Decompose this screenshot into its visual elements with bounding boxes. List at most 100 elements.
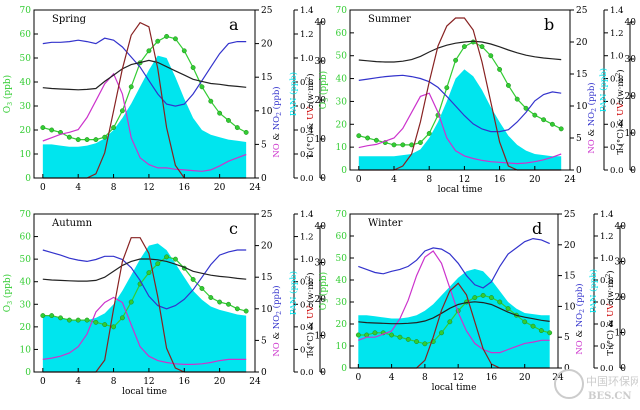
o3-point — [479, 44, 485, 50]
nono2-title-sub: 2 — [276, 112, 283, 116]
o3-point — [356, 133, 362, 139]
x-tick-label: 20 — [529, 175, 541, 185]
plot-frame — [33, 213, 256, 373]
tuv-tick-label: 0 — [620, 364, 626, 374]
nono2-tick-label: 25 — [261, 6, 273, 16]
o3-point — [505, 82, 511, 88]
tuv-tick-label: 10 — [315, 135, 327, 145]
o3-tick-label: 10 — [20, 150, 32, 160]
nono2-axis-title: NO & NO2 (ppb) — [271, 86, 283, 157]
o3-point — [164, 254, 170, 260]
o3-tick-label: 40 — [336, 75, 348, 85]
x-tick-label: 16 — [494, 175, 506, 185]
nono2-axis-title: NO & NO2 (ppb) — [586, 82, 598, 153]
x-tick-label: 0 — [40, 377, 46, 387]
tuv-tick-label: 40 — [315, 222, 327, 232]
o3-point — [497, 299, 503, 305]
o3-point — [208, 98, 214, 104]
o3-tick-label: 60 — [336, 232, 348, 242]
o3-point — [84, 137, 90, 143]
series-pan-area — [358, 269, 550, 368]
pan-tick-label: 1.4 — [300, 210, 314, 220]
o3-tick-label: 60 — [336, 29, 348, 39]
nono2-tick-label: 15 — [261, 73, 273, 83]
tuv-tick-label: 10 — [315, 332, 327, 342]
o3-point — [84, 317, 90, 323]
pan-tick-label: 0.2 — [300, 345, 314, 355]
tuv-title-uv: UV — [306, 305, 316, 319]
x-tick-label: 20 — [519, 373, 531, 383]
o3-point — [75, 137, 81, 143]
tuv-title-exp: -2 — [615, 73, 622, 79]
tuv-tick-label: 0 — [630, 166, 636, 176]
watermark-text-en: BES.CN — [588, 391, 632, 402]
nono2-title-no: NO — [587, 139, 597, 153]
pan-tick-label: 0.4 — [300, 126, 314, 136]
nono2-tick-label: 5 — [261, 140, 267, 150]
nono2-tick-label: 20 — [576, 38, 588, 48]
o3-title-o: O — [3, 106, 13, 113]
nono2-title-no: NO — [575, 340, 585, 354]
o3-point — [155, 261, 161, 267]
o3-point — [93, 137, 99, 143]
nono2-title-no: NO — [272, 143, 282, 157]
pan-tick-label: 0.0 — [300, 174, 314, 184]
x-tick-label: 20 — [214, 183, 226, 193]
series-t-line — [42, 59, 247, 91]
o3-tick-label: 70 — [20, 210, 32, 220]
o3-tick-label: 70 — [336, 210, 348, 220]
series-t-line — [358, 301, 550, 325]
x-tick-label: 4 — [75, 377, 81, 387]
o3-point — [172, 36, 178, 42]
o3-tick-label: 20 — [336, 120, 348, 130]
o3-title-sub: 3 — [323, 98, 330, 102]
pan-tick-label: 0.0 — [300, 368, 314, 378]
x-tick-label: 4 — [75, 183, 81, 193]
nono2-tick-label: 0 — [576, 166, 582, 176]
o3-title-unit: (ppb) — [2, 75, 13, 102]
x-tick-label: 0 — [355, 373, 361, 383]
o3-point — [181, 48, 187, 54]
pan-axis-title: PAN (ppb) — [288, 271, 299, 315]
o3-tick-label: 40 — [20, 278, 32, 288]
tuv-title-t: T (°C) & — [305, 120, 316, 159]
o3-point — [497, 66, 503, 72]
o3-tick-label: 0 — [341, 364, 347, 374]
pan-tick-label: 1.4 — [300, 6, 314, 16]
tuv-tick-label: 40 — [625, 18, 637, 28]
o3-title-o: O — [319, 102, 329, 109]
x-tick-label: 0 — [356, 175, 362, 185]
nono2-tick-label: 20 — [564, 241, 576, 251]
pan-tick-label: 0.0 — [610, 166, 624, 176]
o3-point — [538, 328, 544, 334]
nono2-tick-label: 15 — [261, 273, 273, 283]
o3-point — [472, 295, 478, 301]
pan-tick-label: 0.6 — [300, 102, 314, 112]
o3-point — [102, 134, 108, 140]
x-tick-label: 4 — [391, 175, 397, 185]
o3-point — [547, 330, 553, 336]
nono2-title-sub: 2 — [591, 108, 598, 112]
x-tick-label: 8 — [111, 183, 117, 193]
pan-tick-label: 0.2 — [600, 342, 614, 352]
o3-point — [439, 330, 444, 336]
x-tick-label: 24 — [249, 183, 261, 193]
x-tick-label: 12 — [452, 373, 463, 383]
nono2-title-no2: NO — [272, 116, 282, 130]
series-t-line — [42, 258, 247, 282]
o3-point — [172, 256, 178, 262]
o3-title-o: O — [319, 303, 329, 310]
o3-point — [549, 121, 555, 127]
panel-season-label: Winter — [368, 218, 403, 229]
o3-tick-label: 30 — [20, 102, 32, 112]
pan-axis-title: PAN (ppb) — [588, 269, 599, 313]
nono2-tick-label: 25 — [564, 210, 576, 220]
tuv-tick-label: 20 — [315, 96, 327, 106]
o3-point — [128, 84, 134, 90]
nono2-tick-label: 5 — [261, 336, 267, 346]
o3-point — [532, 112, 538, 118]
nono2-title-no2: NO — [575, 313, 585, 327]
pan-tick-label: 0.2 — [300, 150, 314, 160]
